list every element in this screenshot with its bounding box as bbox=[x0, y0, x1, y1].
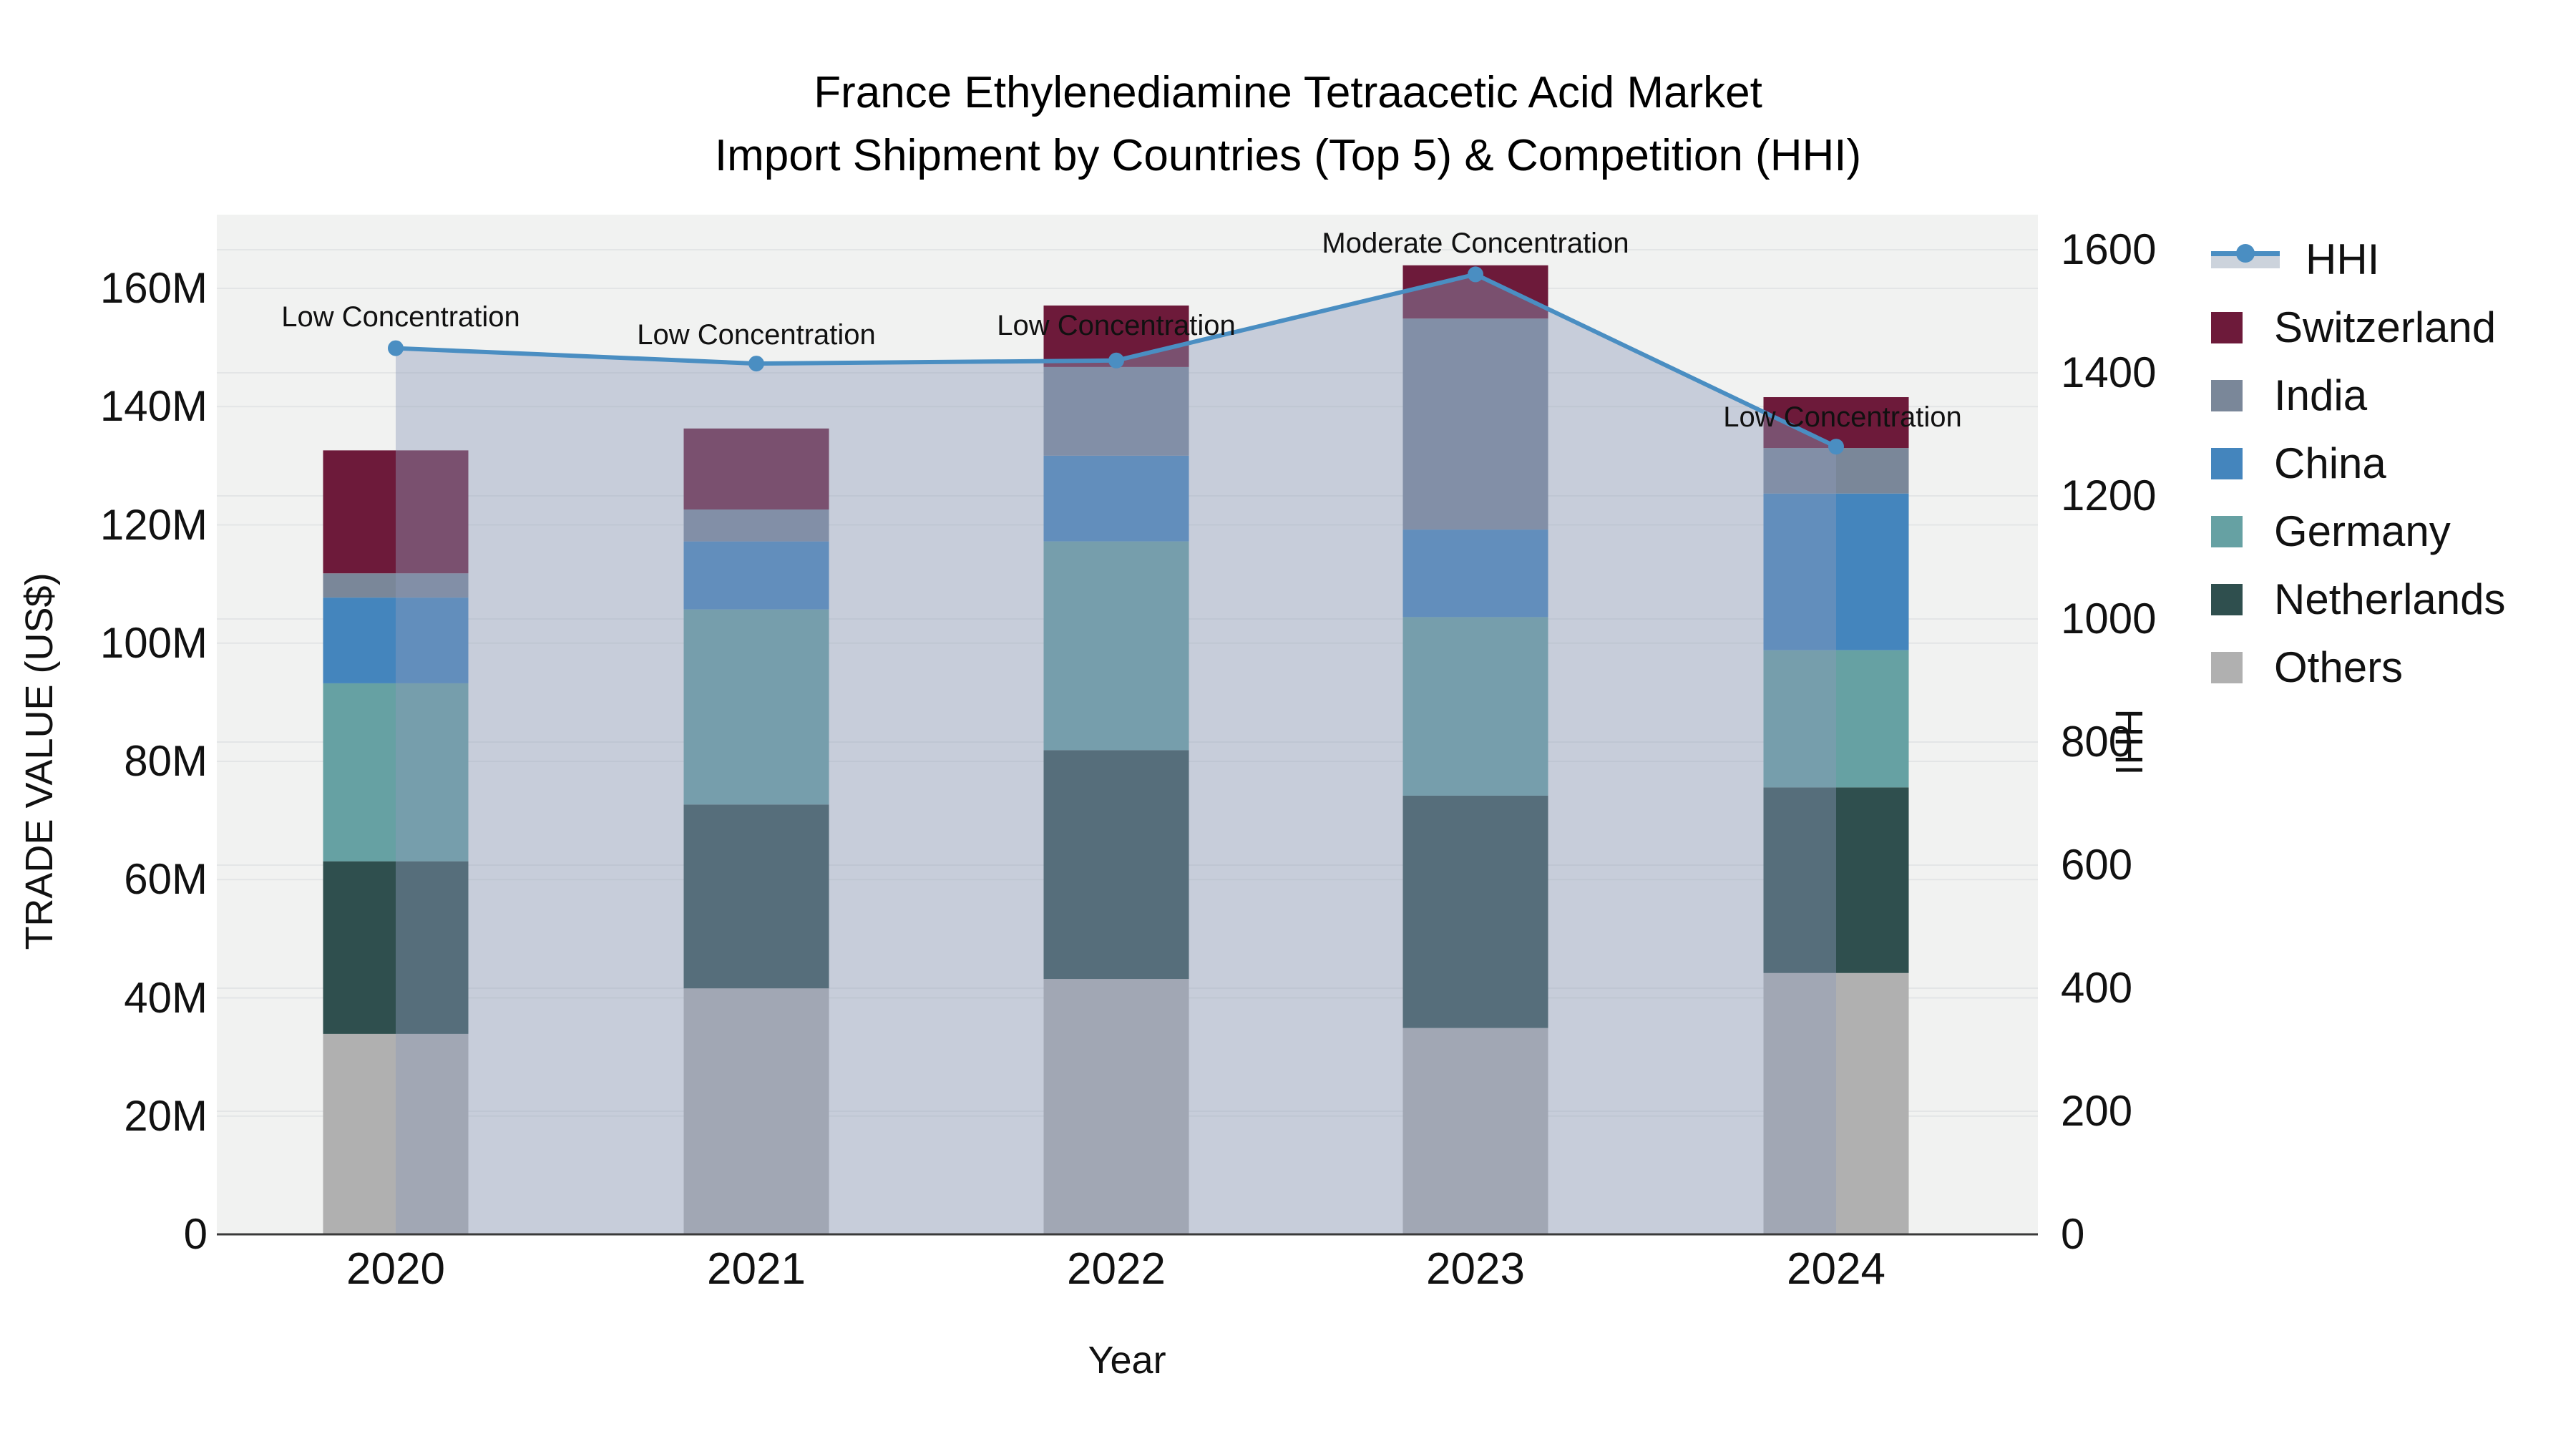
x-axis-title-text: Year bbox=[1088, 1339, 1166, 1382]
bar-segment-others-2023[interactable] bbox=[1402, 1028, 1548, 1234]
y-right-tick-label: 1200 bbox=[2061, 472, 2157, 519]
x-tick-label: 2023 bbox=[1426, 1244, 1525, 1294]
annotation-low-concentration: Low Concentration bbox=[637, 319, 876, 351]
y-right-tick-label: 1600 bbox=[2061, 225, 2157, 273]
legend-swatch-netherlands bbox=[2211, 583, 2243, 615]
y-left-tick-label: 80M bbox=[124, 737, 208, 785]
legend-swatch-switzerland bbox=[2211, 311, 2243, 343]
legend-label: Netherlands bbox=[2274, 575, 2506, 623]
y-left-tick-label: 60M bbox=[124, 855, 208, 904]
y-right-tick-label: 0 bbox=[2061, 1210, 2085, 1258]
y-left-tick-label: 20M bbox=[124, 1091, 208, 1140]
bar-segment-germany-2021[interactable] bbox=[683, 609, 829, 805]
bar-segment-germany-2022[interactable] bbox=[1043, 541, 1189, 751]
hhi-marker-2022[interactable] bbox=[1108, 352, 1124, 369]
bar-segment-netherlands-2022[interactable] bbox=[1043, 750, 1189, 980]
legend-item-hhi[interactable]: HHI bbox=[2211, 225, 2506, 293]
y-right-tick-label: 600 bbox=[2061, 841, 2133, 889]
y-left-tick-label: 40M bbox=[124, 973, 208, 1022]
y-right-axis-title-text: HHI bbox=[2107, 708, 2150, 776]
bar-segment-china-2021[interactable] bbox=[683, 541, 829, 610]
legend-swatch-germany bbox=[2211, 515, 2243, 547]
chart-title-line1: France Ethylenediamine Tetraacetic Acid … bbox=[814, 68, 1762, 117]
legend-label: Switzerland bbox=[2274, 303, 2497, 351]
legend-swatch-others bbox=[2211, 651, 2243, 683]
legend-label: Germany bbox=[2274, 507, 2451, 555]
legend-item-china[interactable]: China bbox=[2211, 429, 2506, 497]
hhi-marker-2021[interactable] bbox=[748, 356, 764, 372]
bar-segment-netherlands-2023[interactable] bbox=[1402, 795, 1548, 1028]
y-left-tick-label: 100M bbox=[99, 618, 208, 667]
legend-item-germany[interactable]: Germany bbox=[2211, 497, 2506, 565]
chart-title: France Ethylenediamine Tetraacetic Acid … bbox=[0, 62, 2576, 187]
hhi-line-icon bbox=[2211, 243, 2280, 268]
bar-segment-switzerland-2021[interactable] bbox=[683, 428, 829, 510]
bar-segment-china-2023[interactable] bbox=[1402, 530, 1548, 618]
hhi-marker-2024[interactable] bbox=[1828, 439, 1844, 455]
annotation-low-concentration: Low Concentration bbox=[1723, 401, 1962, 433]
legend-label: HHI bbox=[2306, 235, 2380, 283]
bar-segment-others-2024[interactable] bbox=[1763, 972, 1909, 1234]
legend-item-india[interactable]: India bbox=[2211, 361, 2506, 429]
legend-item-netherlands[interactable]: Netherlands bbox=[2211, 565, 2506, 633]
x-tick-label: 2020 bbox=[346, 1244, 445, 1294]
annotation-low-concentration: Low Concentration bbox=[281, 301, 520, 333]
y-left-tick-label: 120M bbox=[99, 500, 208, 549]
bar-segment-india-2022[interactable] bbox=[1043, 366, 1189, 456]
y-right-tick-label: 800 bbox=[2061, 718, 2133, 766]
bar-segment-india-2024[interactable] bbox=[1763, 448, 1909, 494]
hhi-marker-2020[interactable] bbox=[388, 340, 404, 356]
bar-segment-others-2020[interactable] bbox=[323, 1033, 469, 1234]
bar-segment-india-2020[interactable] bbox=[323, 573, 469, 598]
x-tick-label: 2024 bbox=[1787, 1244, 1885, 1294]
chart-title-line2: Import Shipment by Countries (Top 5) & C… bbox=[714, 131, 1862, 181]
y-left-axis-title-text: TRADE VALUE (US$) bbox=[18, 572, 61, 950]
bar-segment-china-2024[interactable] bbox=[1763, 493, 1909, 650]
y-right-tick-label: 200 bbox=[2061, 1087, 2133, 1135]
y-left-tick-label: 0 bbox=[183, 1210, 208, 1258]
bar-segment-germany-2020[interactable] bbox=[323, 683, 469, 862]
legend-label: India bbox=[2274, 371, 2368, 419]
hhi-area-fill bbox=[396, 274, 1836, 1234]
bar-segment-india-2023[interactable] bbox=[1402, 318, 1548, 530]
legend: HHI Switzerland India China Germany Netherlan… bbox=[2211, 225, 2506, 701]
legend-item-others[interactable]: Others bbox=[2211, 633, 2506, 701]
bar-segment-china-2022[interactable] bbox=[1043, 455, 1189, 542]
x-tick-label: 2021 bbox=[707, 1244, 806, 1294]
legend-label: Others bbox=[2274, 643, 2404, 691]
y-right-tick-label: 400 bbox=[2061, 964, 2133, 1012]
bar-segment-germany-2023[interactable] bbox=[1402, 617, 1548, 796]
bar-segment-netherlands-2024[interactable] bbox=[1763, 787, 1909, 973]
y-left-tick-label: 160M bbox=[99, 264, 208, 312]
bar-segment-others-2022[interactable] bbox=[1043, 979, 1189, 1234]
bar-segment-india-2021[interactable] bbox=[683, 509, 829, 542]
legend-item-switzerland[interactable]: Switzerland bbox=[2211, 293, 2506, 361]
annotation-moderate-concentration: Moderate Concentration bbox=[1322, 228, 1629, 259]
bar-segment-netherlands-2020[interactable] bbox=[323, 861, 469, 1034]
legend-swatch-china bbox=[2211, 447, 2243, 479]
bar-segment-others-2021[interactable] bbox=[683, 988, 829, 1234]
y-left-tick-label: 140M bbox=[99, 382, 208, 431]
x-axis-title: Year bbox=[1020, 1340, 1234, 1381]
x-tick-label: 2022 bbox=[1067, 1244, 1166, 1294]
hhi-marker-2023[interactable] bbox=[1468, 266, 1483, 283]
annotation-low-concentration: Low Concentration bbox=[997, 310, 1236, 341]
bar-segment-germany-2024[interactable] bbox=[1763, 650, 1909, 788]
bar-segment-china-2020[interactable] bbox=[323, 597, 469, 683]
legend-swatch-india bbox=[2211, 379, 2243, 411]
y-right-tick-label: 1400 bbox=[2061, 348, 2157, 396]
bar-segment-switzerland-2020[interactable] bbox=[323, 450, 469, 574]
y-right-tick-label: 1000 bbox=[2061, 595, 2157, 643]
legend-label: China bbox=[2274, 439, 2386, 487]
bar-segment-netherlands-2021[interactable] bbox=[683, 804, 829, 989]
